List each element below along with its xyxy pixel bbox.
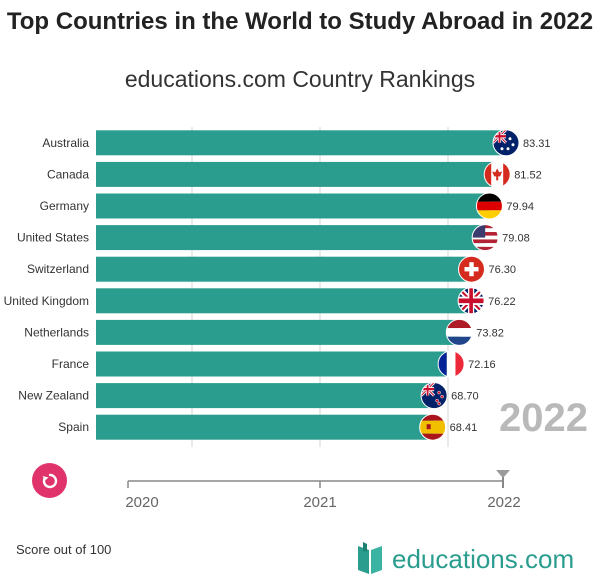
france-flag	[437, 350, 465, 378]
category-label-united-kingdom: United Kingdom	[4, 294, 89, 308]
chart-title: Top Countries in the World to Study Abro…	[6, 8, 594, 35]
value-label-australia: 83.31	[523, 138, 551, 150]
value-label-germany: 79.94	[506, 201, 534, 213]
current-year-label: 2022	[499, 396, 588, 440]
replay-button[interactable]	[32, 463, 67, 498]
timeline-handle-icon	[496, 470, 510, 478]
value-label-netherlands: 73.82	[476, 327, 504, 339]
bar-canada	[96, 161, 498, 187]
replay-icon	[42, 473, 57, 488]
netherlands-flag	[445, 318, 473, 346]
category-label-canada: Canada	[47, 167, 89, 181]
bar-spain	[96, 414, 433, 440]
timeline-year-2021[interactable]: 2021	[303, 494, 337, 511]
book-logo-icon	[358, 542, 382, 574]
timeline-year-2022[interactable]: 2022	[487, 494, 521, 511]
value-label-united-states: 79.08	[502, 233, 530, 245]
value-label-canada: 81.52	[514, 169, 542, 181]
australia-flag	[492, 129, 520, 157]
bar-netherlands	[96, 319, 460, 345]
category-label-united-states: United States	[17, 231, 89, 245]
category-label-netherlands: Netherlands	[24, 325, 89, 339]
category-label-switzerland: Switzerland	[27, 262, 89, 276]
canada-flag	[483, 160, 511, 188]
category-label-spain: Spain	[58, 420, 89, 434]
value-label-spain: 68.41	[450, 422, 478, 434]
chart-subtitle: educations.com Country Rankings	[124, 66, 476, 92]
brand-name: educations.com	[392, 543, 575, 574]
value-label-united-kingdom: 76.22	[488, 296, 516, 308]
bar-united-states	[96, 225, 486, 251]
bar-switzerland	[96, 256, 472, 282]
bar-new-zealand	[96, 383, 435, 409]
category-label-new-zealand: New Zealand	[18, 389, 89, 403]
value-label-new-zealand: 68.70	[451, 391, 479, 403]
bar-australia	[96, 130, 506, 156]
bar-france	[96, 351, 452, 377]
timeline	[127, 470, 510, 488]
value-label-switzerland: 76.30	[489, 264, 517, 276]
value-label-france: 72.16	[468, 359, 496, 371]
timeline-year-2020[interactable]: 2020	[125, 494, 159, 511]
brand-logo: educations.com	[356, 542, 574, 576]
bar-united-kingdom	[96, 288, 472, 314]
category-label-germany: Germany	[40, 199, 89, 213]
bar-germany	[96, 193, 490, 219]
score-note: Score out of 100	[16, 542, 112, 557]
spain-flag	[419, 413, 447, 441]
category-label-france: France	[52, 357, 90, 371]
new-zealand-flag	[420, 382, 448, 410]
united-kingdom-flag	[457, 287, 485, 315]
united-states-flag	[471, 224, 499, 252]
switzerland-flag	[458, 255, 486, 283]
category-label-australia: Australia	[42, 136, 89, 150]
germany-flag	[475, 192, 503, 220]
